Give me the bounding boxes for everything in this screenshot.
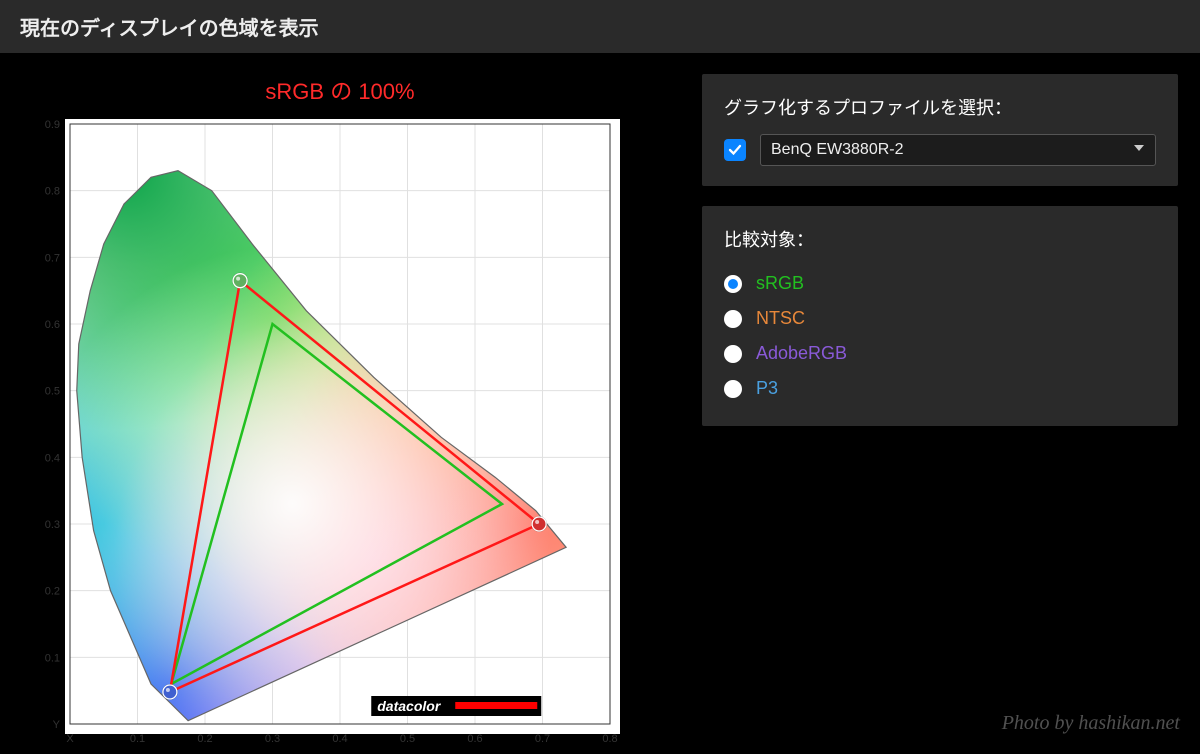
svg-text:0.4: 0.4: [332, 733, 347, 745]
svg-text:datacolor: datacolor: [377, 698, 442, 714]
compare-item-label: AdobeRGB: [756, 343, 847, 364]
chart-panel: sRGB の 100% X 0.1 0.2 0.3 0.4 0.5 0.6 0.7 0.8 Y 0.…: [0, 54, 680, 749]
radio-icon[interactable]: [724, 310, 742, 328]
svg-text:Y: Y: [53, 719, 61, 731]
compare-item-label: sRGB: [756, 273, 804, 294]
svg-text:0.8: 0.8: [45, 186, 60, 198]
svg-text:0.8: 0.8: [602, 733, 617, 745]
compare-panel-title: 比較対象：: [724, 226, 1156, 252]
profile-row: BenQ EW3880R-2: [724, 134, 1156, 166]
svg-text:0.9: 0.9: [45, 119, 60, 131]
svg-text:0.1: 0.1: [130, 733, 145, 745]
svg-text:0.7: 0.7: [45, 252, 60, 264]
header-bar: 現在のディスプレイの色域を表示: [0, 0, 1200, 54]
svg-text:0.4: 0.4: [45, 452, 60, 464]
chart-title: sRGB の 100%: [10, 74, 670, 106]
profile-panel-title: グラフ化するプロファイルを選択：: [724, 94, 1156, 120]
svg-text:0.1: 0.1: [45, 652, 60, 664]
watermark: Photo by hashikan.net: [1002, 712, 1180, 735]
side-panels: グラフ化するプロファイルを選択： BenQ EW3880R-2 比較対象： sR…: [680, 54, 1200, 749]
compare-item-adobergb[interactable]: AdobeRGB: [724, 336, 1156, 371]
svg-text:X: X: [66, 733, 74, 745]
header-title: 現在のディスプレイの色域を表示: [20, 18, 319, 40]
compare-list: sRGB NTSC AdobeRGB P3: [724, 266, 1156, 406]
profile-select[interactable]: BenQ EW3880R-2: [760, 134, 1156, 166]
compare-item-ntsc[interactable]: NTSC: [724, 301, 1156, 336]
chevron-down-icon: [1133, 141, 1145, 159]
compare-panel: 比較対象： sRGB NTSC AdobeRGB P3: [702, 206, 1178, 426]
svg-text:0.6: 0.6: [45, 319, 60, 331]
profile-panel: グラフ化するプロファイルを選択： BenQ EW3880R-2: [702, 74, 1178, 186]
chart-title-suffix: の 100%: [324, 79, 415, 104]
compare-item-p3[interactable]: P3: [724, 371, 1156, 406]
svg-text:0.2: 0.2: [197, 733, 212, 745]
svg-text:0.5: 0.5: [45, 386, 60, 398]
profile-select-value: BenQ EW3880R-2: [771, 141, 904, 159]
compare-item-srgb[interactable]: sRGB: [724, 266, 1156, 301]
chromaticity-chart: X 0.1 0.2 0.3 0.4 0.5 0.6 0.7 0.8 Y 0.1 0.2 0.3 0.4 0.…: [10, 114, 640, 754]
compare-item-label: P3: [756, 378, 778, 399]
svg-text:0.3: 0.3: [265, 733, 280, 745]
main-content: sRGB の 100% X 0.1 0.2 0.3 0.4 0.5 0.6 0.7 0.8 Y 0.…: [0, 54, 1200, 749]
svg-text:0.3: 0.3: [45, 519, 60, 531]
svg-text:0.2: 0.2: [45, 586, 60, 598]
radio-icon[interactable]: [724, 275, 742, 293]
profile-checkbox[interactable]: [724, 139, 746, 161]
svg-text:0.5: 0.5: [400, 733, 415, 745]
svg-text:0.6: 0.6: [467, 733, 482, 745]
svg-text:0.7: 0.7: [535, 733, 550, 745]
compare-item-label: NTSC: [756, 308, 805, 329]
radio-icon[interactable]: [724, 345, 742, 363]
chart-title-prefix: sRGB: [265, 79, 324, 104]
radio-icon[interactable]: [724, 380, 742, 398]
